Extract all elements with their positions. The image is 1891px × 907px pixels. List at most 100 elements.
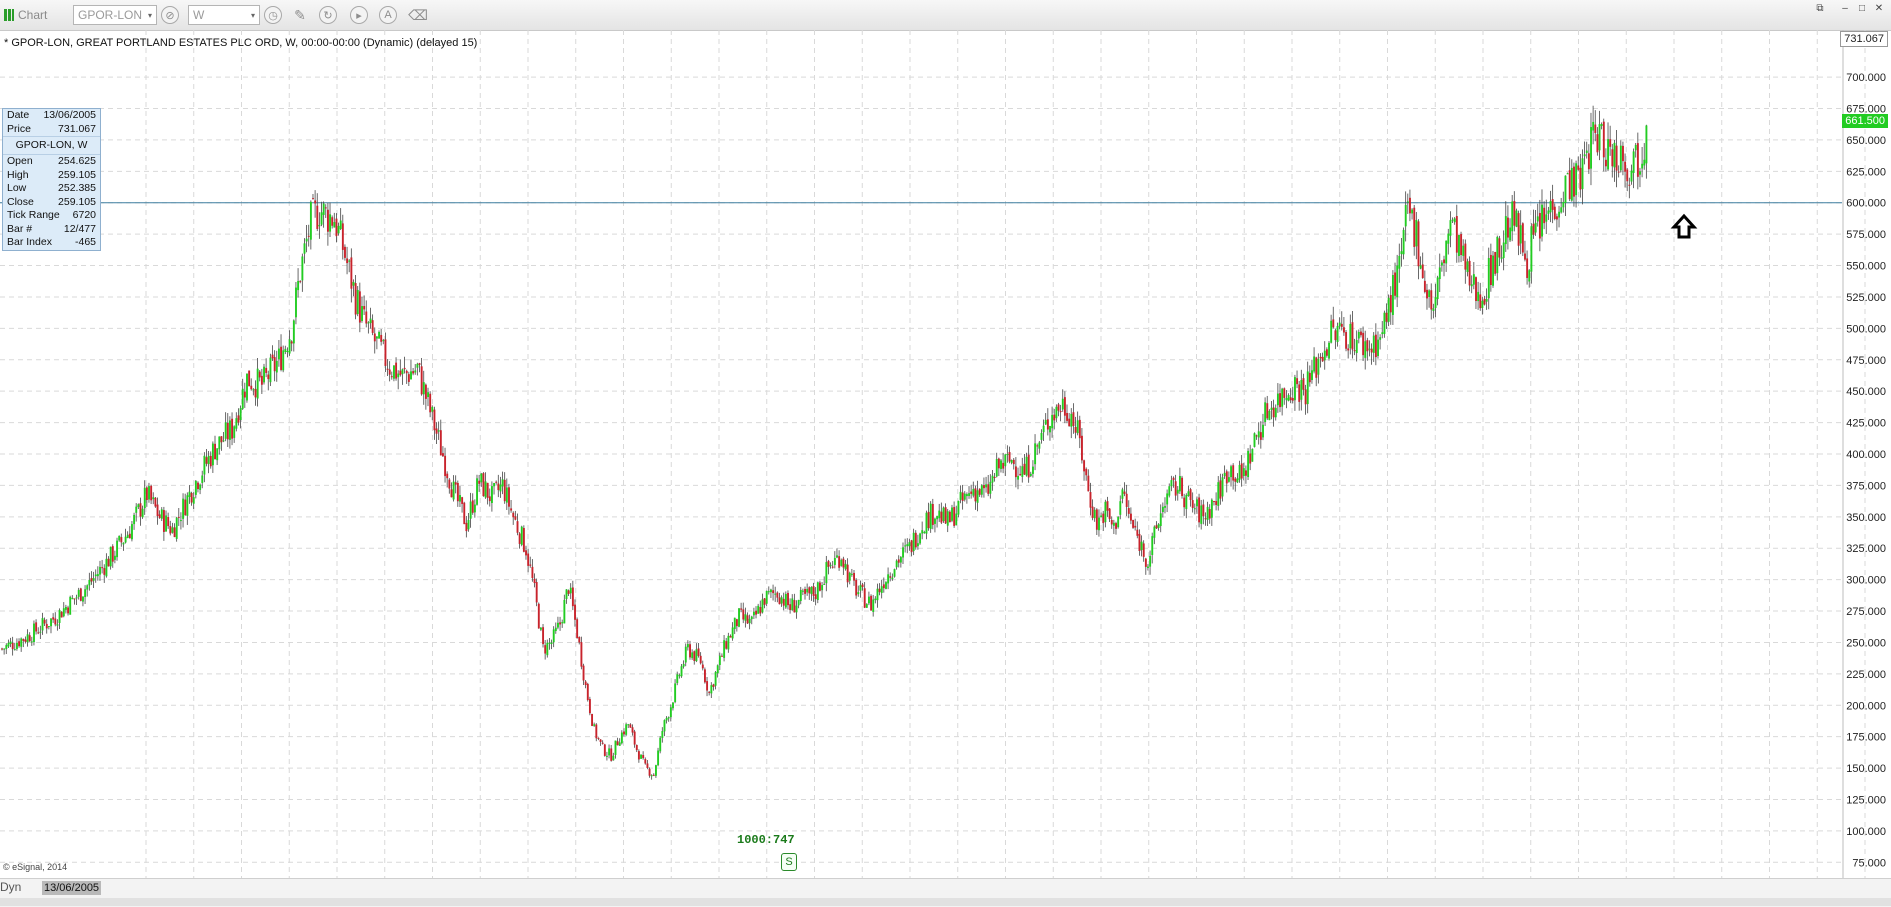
candle-body — [344, 246, 346, 258]
candle-body — [1479, 294, 1482, 309]
link-icon[interactable]: ⊘ — [161, 6, 179, 24]
candle-body — [105, 558, 108, 577]
maximize-icon[interactable]: □ — [1858, 2, 1866, 14]
candle-body — [1025, 456, 1028, 476]
candle-body — [1249, 453, 1252, 464]
candle-body — [24, 639, 27, 642]
refresh-icon[interactable]: ↻ — [319, 6, 337, 24]
candle-body — [1196, 499, 1198, 507]
candle-body — [1619, 145, 1622, 171]
candle-body — [194, 480, 197, 495]
candle-body — [1374, 334, 1377, 358]
restore-icon[interactable]: ⧉ — [1816, 2, 1824, 14]
interval-input[interactable]: W ▾ — [188, 5, 260, 25]
candle-body — [301, 256, 304, 281]
candle-body — [723, 640, 726, 658]
candle-body — [859, 585, 862, 591]
candle-body — [299, 281, 302, 283]
candle-body — [16, 642, 18, 649]
y-tick-label: 575.000 — [1846, 229, 1886, 241]
play-icon[interactable]: ▸ — [350, 6, 368, 24]
candle-body — [522, 528, 525, 552]
close-icon[interactable]: ✕ — [1874, 2, 1884, 14]
candle-body — [1417, 221, 1420, 267]
candle-body — [963, 493, 966, 500]
candle-body — [1466, 261, 1469, 272]
candle-body — [1423, 280, 1426, 292]
candle-body — [214, 443, 216, 460]
candle-body — [1556, 216, 1558, 220]
candle-body — [297, 280, 300, 291]
candle-body — [695, 649, 698, 662]
candle-body — [1102, 513, 1105, 524]
candle-body — [1636, 143, 1639, 177]
candle-body — [578, 636, 581, 643]
candle-body — [461, 497, 464, 504]
candle-body — [1172, 477, 1175, 481]
candle-body — [908, 542, 911, 547]
candle-body — [1328, 342, 1330, 359]
candle-body — [1242, 468, 1245, 477]
candle-body — [787, 592, 789, 606]
alert-icon[interactable]: A — [379, 6, 397, 24]
candle-body — [39, 631, 42, 633]
candle-body — [910, 540, 913, 553]
candle-body — [825, 562, 828, 584]
price-chart[interactable]: 75.000 100.000 125.000 150.000 175.000 200.00… — [0, 30, 1891, 878]
candle-body — [914, 532, 917, 548]
candle-body — [1245, 470, 1247, 476]
candle-body — [390, 376, 393, 378]
y-tick-label: 325.000 — [1846, 543, 1886, 555]
candle-body — [150, 485, 153, 501]
candle-body — [776, 592, 779, 598]
candle-body — [767, 591, 770, 593]
candle-body — [1404, 204, 1407, 227]
candle-body — [959, 491, 962, 500]
candle-body — [1076, 420, 1079, 434]
candle-body — [561, 622, 564, 624]
candle-body — [1379, 337, 1382, 340]
candle-body — [921, 530, 924, 534]
candle-body — [868, 596, 870, 604]
candle-body — [1381, 332, 1384, 335]
candle-body — [661, 731, 664, 738]
candle-body — [612, 755, 615, 761]
candle-body — [863, 588, 866, 608]
candle-body — [1334, 330, 1337, 341]
candle-body — [533, 578, 536, 584]
candle-body — [676, 674, 679, 684]
candle-body — [770, 589, 772, 593]
candle-body — [216, 448, 219, 461]
candle-body — [565, 589, 568, 600]
candle-body — [1372, 335, 1375, 353]
candle-body — [968, 493, 971, 496]
candle-body — [1440, 262, 1443, 266]
candle-body — [1251, 448, 1254, 462]
candle-body — [1117, 516, 1120, 528]
candle-body — [1170, 480, 1173, 487]
dyn-label[interactable]: Dyn — [0, 880, 22, 894]
clock-icon[interactable]: ◷ — [264, 6, 282, 24]
candle-body — [559, 622, 562, 625]
candle-body — [1475, 277, 1477, 302]
candle-body — [116, 540, 119, 558]
candle-body — [1053, 414, 1056, 421]
data-window[interactable]: Date 13/06/2005 Price 731.067 GPOR-LON, W … — [2, 108, 101, 251]
candle-body — [846, 564, 849, 583]
draw-icon[interactable]: ✎ — [294, 6, 306, 23]
symbol-input[interactable]: GPOR-LON ▾ — [73, 5, 157, 25]
candle-body — [1187, 491, 1190, 496]
scrollbar[interactable] — [0, 898, 1891, 906]
candle-body — [648, 768, 651, 776]
dollar-marker-icon[interactable]: S — [781, 853, 797, 871]
eraser-icon[interactable]: ⌫ — [408, 6, 428, 23]
candle-body — [454, 482, 457, 485]
candle-body — [201, 475, 204, 483]
candle-body — [284, 348, 287, 352]
candle-body — [1110, 519, 1113, 525]
candle-body — [706, 681, 709, 691]
candle-body — [50, 618, 52, 627]
candle-body — [1332, 319, 1335, 328]
minimize-icon[interactable]: ‒ — [1842, 2, 1848, 14]
candle-body — [801, 590, 804, 592]
